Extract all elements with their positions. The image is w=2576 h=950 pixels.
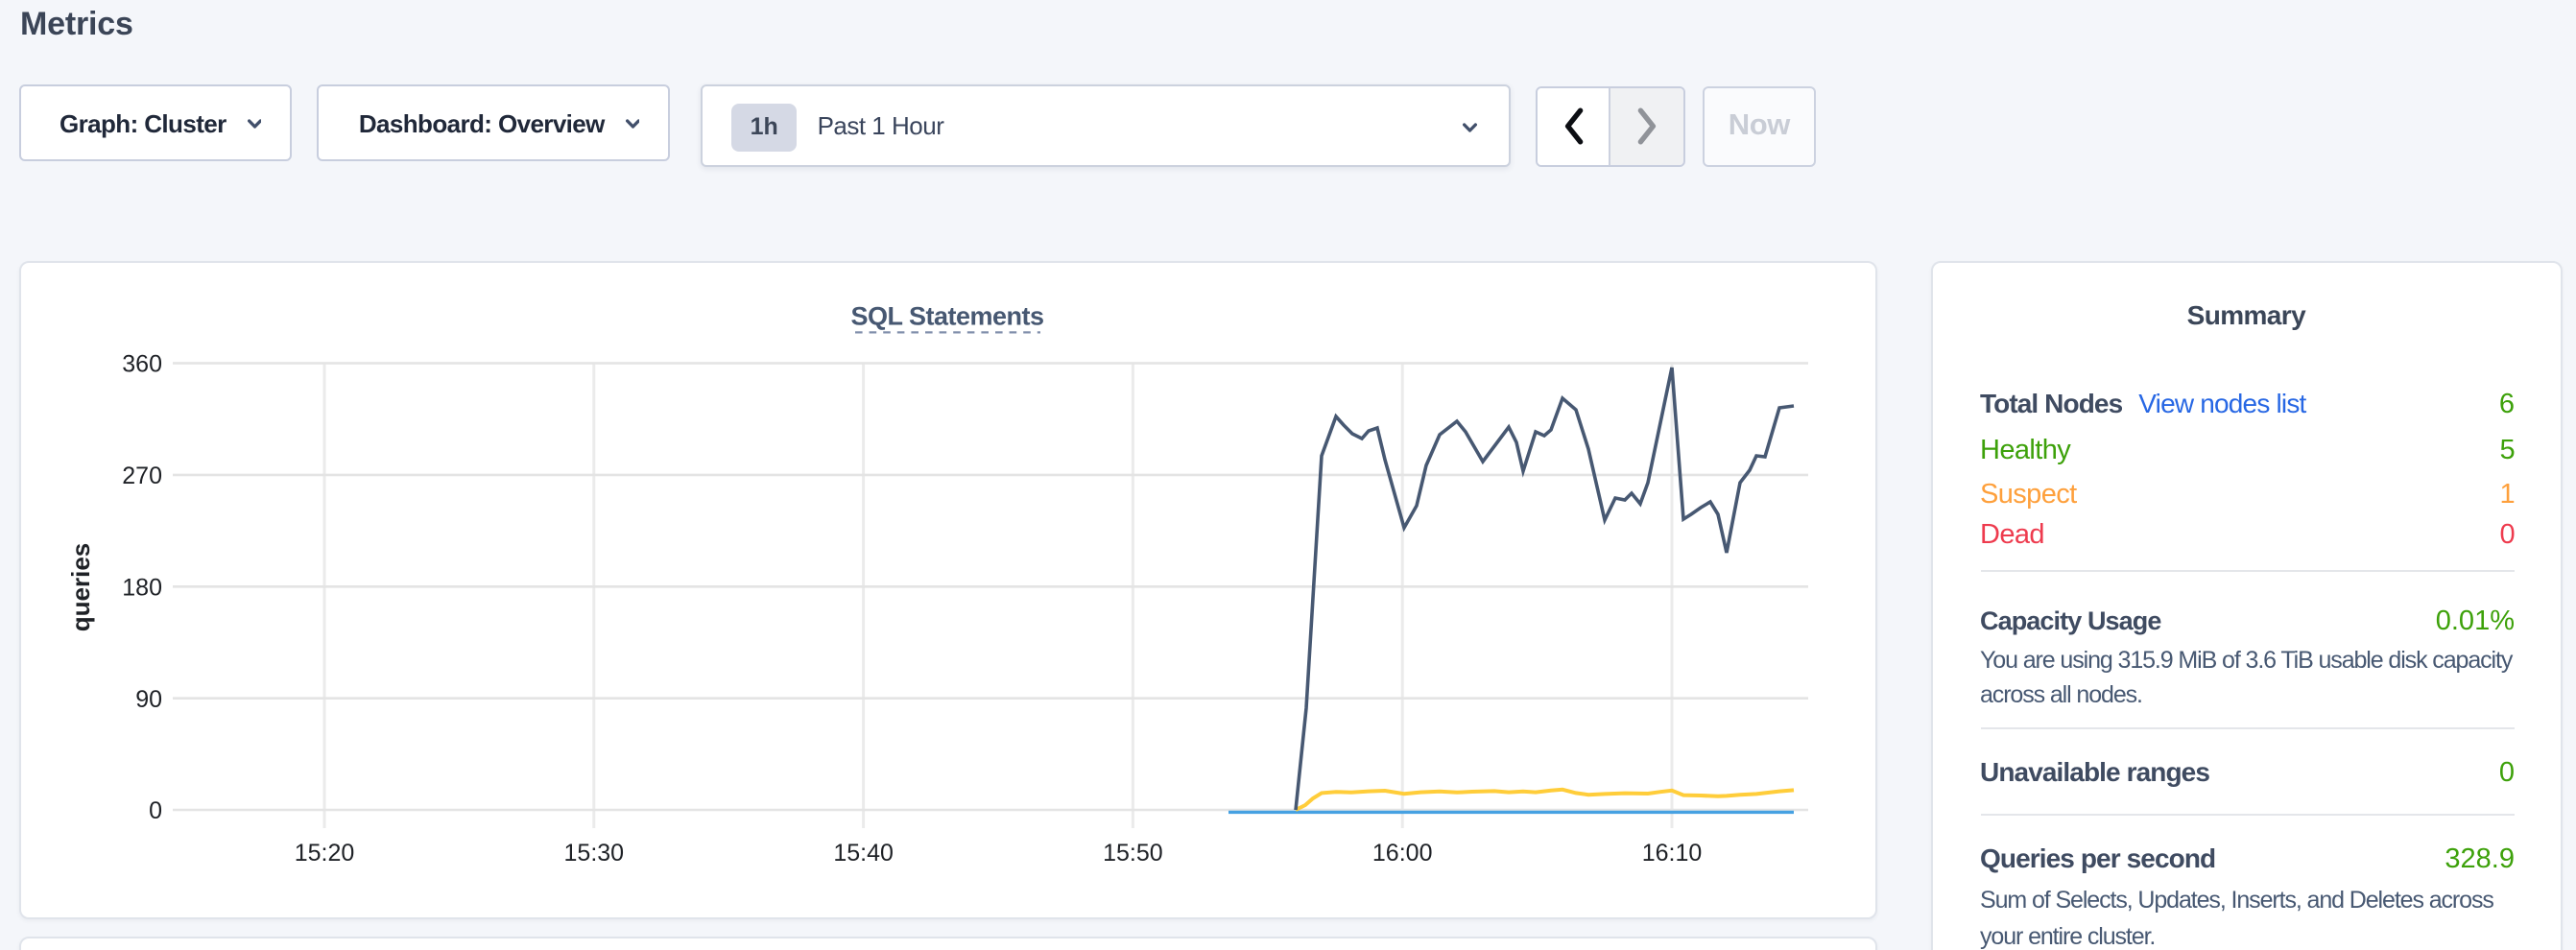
svg-text:360: 360: [122, 351, 162, 378]
svg-text:queries: queries: [66, 543, 95, 632]
svg-text:270: 270: [122, 463, 162, 489]
svg-text:15:40: 15:40: [833, 840, 894, 867]
svg-text:16:00: 16:00: [1372, 840, 1433, 867]
svg-text:16:10: 16:10: [1642, 840, 1703, 867]
svg-text:15:20: 15:20: [295, 840, 355, 867]
svg-text:90: 90: [135, 686, 162, 713]
svg-text:180: 180: [122, 574, 162, 601]
svg-text:SQL Statements: SQL Statements: [850, 302, 1043, 331]
svg-text:15:50: 15:50: [1103, 840, 1163, 867]
svg-text:15:30: 15:30: [564, 840, 625, 867]
svg-text:0: 0: [149, 797, 162, 824]
